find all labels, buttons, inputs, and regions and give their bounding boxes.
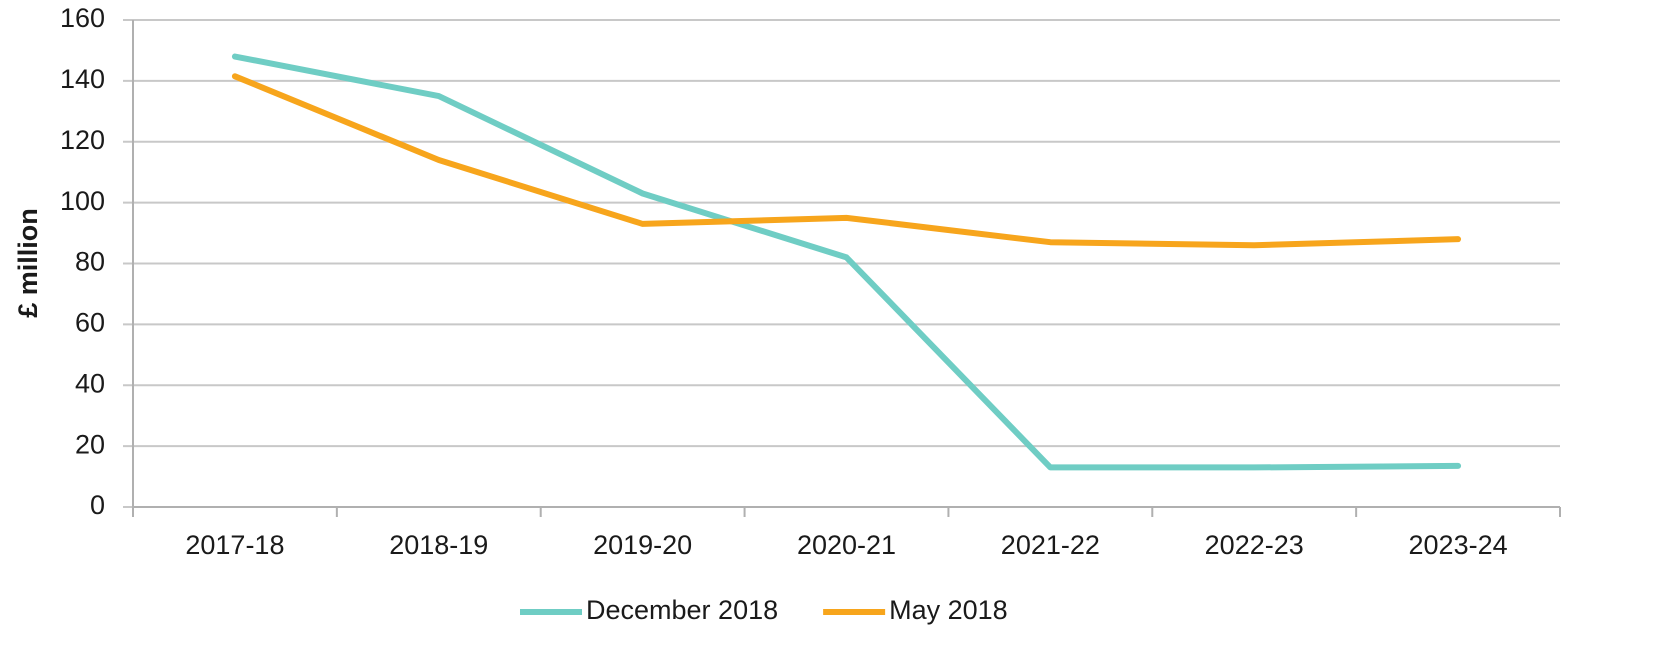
- x-tick-label: 2020-21: [797, 530, 896, 560]
- y-tick-label: 0: [90, 490, 105, 520]
- series-line: [231, 73, 1462, 249]
- x-tick-label: 2022-23: [1205, 530, 1304, 560]
- y-tick-label: 40: [75, 368, 105, 398]
- x-tick-label: 2018-19: [389, 530, 488, 560]
- x-tick-label: 2023-24: [1409, 530, 1508, 560]
- x-tick-label: 2017-18: [185, 530, 284, 560]
- y-axis-label: £ million: [13, 208, 43, 318]
- legend-label: December 2018: [586, 595, 778, 625]
- y-tick-label: 140: [60, 64, 105, 94]
- series-line: [231, 53, 1462, 471]
- y-tick-label: 160: [60, 3, 105, 33]
- y-tick-label: 120: [60, 125, 105, 155]
- x-tick-label: 2021-22: [1001, 530, 1100, 560]
- x-tick-label: 2019-20: [593, 530, 692, 560]
- y-tick-label: 80: [75, 247, 105, 277]
- legend-label: May 2018: [889, 595, 1008, 625]
- y-tick-label: 20: [75, 429, 105, 459]
- y-tick-label: 60: [75, 308, 105, 338]
- y-tick-label: 100: [60, 186, 105, 216]
